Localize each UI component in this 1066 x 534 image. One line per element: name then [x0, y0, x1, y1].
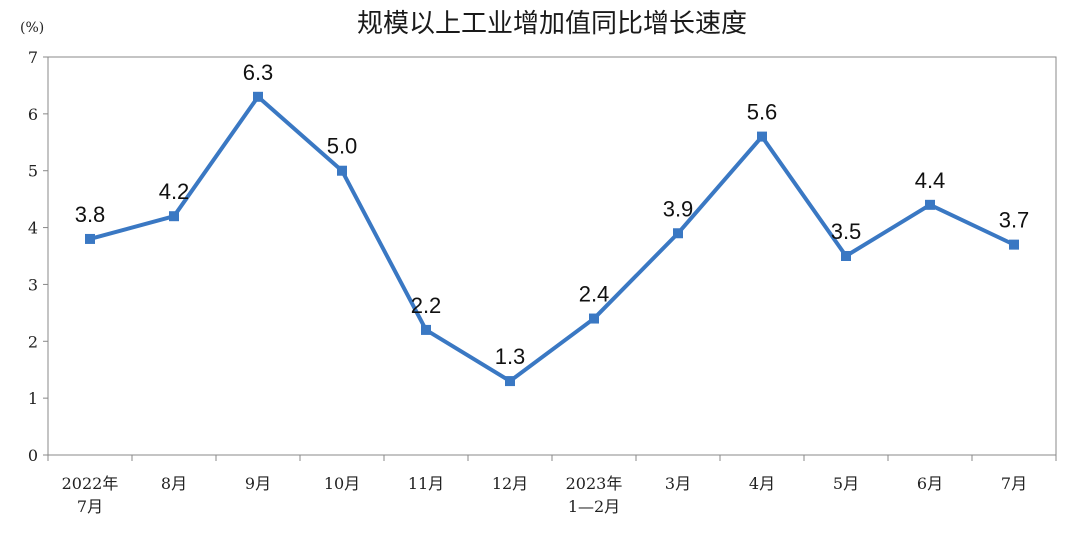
data-point	[337, 165, 347, 176]
data-point	[925, 199, 935, 210]
x-tick-label-line: 7月	[77, 497, 103, 516]
data-label: 6.3	[243, 60, 274, 85]
y-tick-label: 5	[28, 162, 38, 181]
series-markers	[85, 91, 1019, 387]
x-tick-label-line: 3月	[665, 474, 691, 493]
data-point	[589, 313, 599, 324]
x-tick-label: 6月	[917, 474, 943, 493]
x-tick-label-line: 6月	[917, 474, 943, 493]
y-tick-label: 1	[28, 389, 38, 408]
data-label: 2.2	[411, 293, 442, 318]
data-labels: 3.8 4.2 6.3 5.0 2.2 1.3 2.4 3.9 5.6 3.5 4.4 3.7	[75, 60, 1030, 369]
x-tick-label: 8月	[161, 474, 187, 493]
series-line	[89, 94, 1015, 384]
plot-area	[47, 56, 1057, 456]
x-tick-label: 10月	[324, 474, 360, 493]
x-tick-label-line: 12月	[492, 474, 528, 493]
data-label: 3.9	[663, 196, 694, 221]
data-point	[757, 131, 767, 142]
data-point	[1009, 239, 1019, 250]
x-tick-label-line: 4月	[749, 474, 775, 493]
data-label: 2.4	[579, 282, 610, 307]
y-axis-unit: (%)	[20, 20, 44, 36]
x-tick-label-line: 11月	[408, 474, 444, 493]
y-tick-label: 3	[28, 275, 38, 294]
x-tick-label: 4月	[749, 474, 775, 493]
x-tick-label-line: 8月	[161, 474, 187, 493]
x-tick-label: 2022年 7月	[62, 474, 119, 516]
y-tick-label: 0	[28, 446, 38, 465]
x-tick-label-line: 10月	[324, 474, 360, 493]
data-point	[841, 251, 851, 261]
data-label: 3.8	[75, 202, 106, 227]
data-label: 5.6	[747, 100, 778, 125]
x-tick-label: 11月	[408, 474, 444, 493]
data-label: 3.5	[831, 219, 862, 244]
data-label: 1.3	[495, 344, 526, 369]
data-point	[169, 211, 179, 222]
y-tick-label: 4	[28, 219, 38, 238]
y-axis: 0 1 2 3 4 5 6 7	[28, 48, 48, 465]
x-tick-label-line: 1—2月	[568, 497, 620, 516]
x-tick-label-line: 2023年	[566, 474, 623, 493]
data-label: 3.7	[999, 208, 1030, 233]
x-tick-label-line: 7月	[1001, 474, 1027, 493]
y-tick-label: 6	[28, 105, 38, 124]
data-point	[85, 233, 95, 244]
data-point	[421, 324, 431, 335]
x-tick-label: 7月	[1001, 474, 1027, 493]
x-tick-label: 2023年 1—2月	[566, 474, 623, 516]
x-tick-label: 3月	[665, 474, 691, 493]
data-label: 4.2	[159, 179, 190, 204]
x-axis: 2022年 7月 8月 9月 10月 11月 12月 2023年 1—2月 3月 4月 5月 6月 7月	[47, 455, 1057, 516]
data-point	[253, 91, 263, 102]
y-tick-label: 2	[28, 332, 38, 351]
x-tick-label-line: 5月	[833, 474, 859, 493]
y-tick-label: 7	[28, 48, 38, 67]
data-label: 4.4	[915, 168, 946, 193]
data-point	[505, 376, 515, 387]
x-tick-label-line: 9月	[245, 474, 271, 493]
chart-title: 规模以上工业增加值同比增长速度	[357, 9, 747, 39]
data-label: 5.0	[327, 134, 358, 159]
x-tick-label-line: 2022年	[62, 474, 119, 493]
x-tick-label: 12月	[492, 474, 528, 493]
data-point	[673, 228, 683, 239]
x-tick-label: 9月	[245, 474, 271, 493]
x-tick-label: 5月	[833, 474, 859, 493]
